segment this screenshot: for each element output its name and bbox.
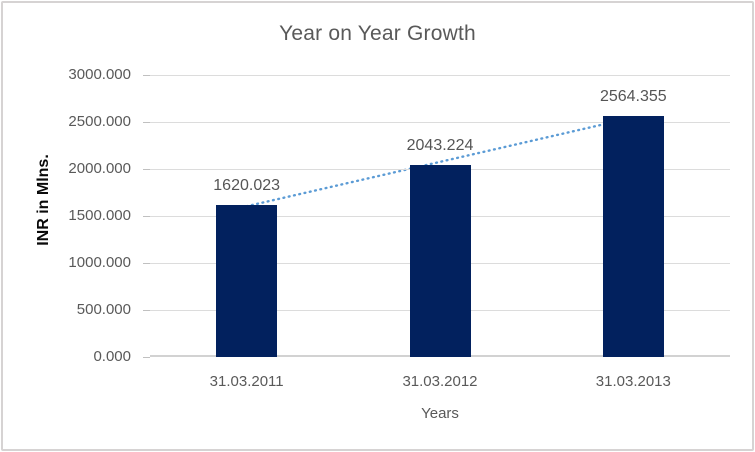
x-tick-label: 31.03.2012 (402, 373, 478, 390)
bar-data-label: 2564.355 (599, 87, 667, 105)
y-tick-label: 2500.000 (68, 113, 131, 130)
gridline (150, 74, 730, 76)
y-tick-label: 1000.000 (68, 254, 131, 271)
bar (216, 204, 278, 357)
y-tick-mark (143, 74, 150, 76)
y-tick-mark (143, 168, 150, 170)
x-tick-label: 31.03.2011 (209, 373, 284, 390)
gridline (150, 121, 730, 123)
chart-title: Year on Year Growth (279, 22, 476, 45)
bar (409, 164, 471, 357)
x-axis-title: Years (421, 405, 459, 422)
y-tick-label: 3000.000 (68, 66, 131, 83)
y-tick-label: 0.000 (93, 348, 131, 365)
bar (602, 115, 664, 357)
bar-data-label: 1620.023 (213, 176, 281, 194)
bar-data-label: 2043.224 (406, 136, 474, 154)
y-tick-label: 500.000 (76, 301, 131, 318)
y-tick-mark (143, 121, 150, 123)
y-tick-mark (143, 309, 150, 311)
y-tick-mark (143, 215, 150, 217)
plot-area: 1620.023 2043.224 2564.355 (150, 74, 730, 357)
y-tick-mark (143, 356, 150, 358)
x-tick-label: 31.03.2013 (595, 373, 671, 390)
y-tick-mark (143, 262, 150, 264)
y-tick-label: 2000.000 (68, 160, 131, 177)
y-tick-label: 1500.000 (68, 207, 131, 224)
